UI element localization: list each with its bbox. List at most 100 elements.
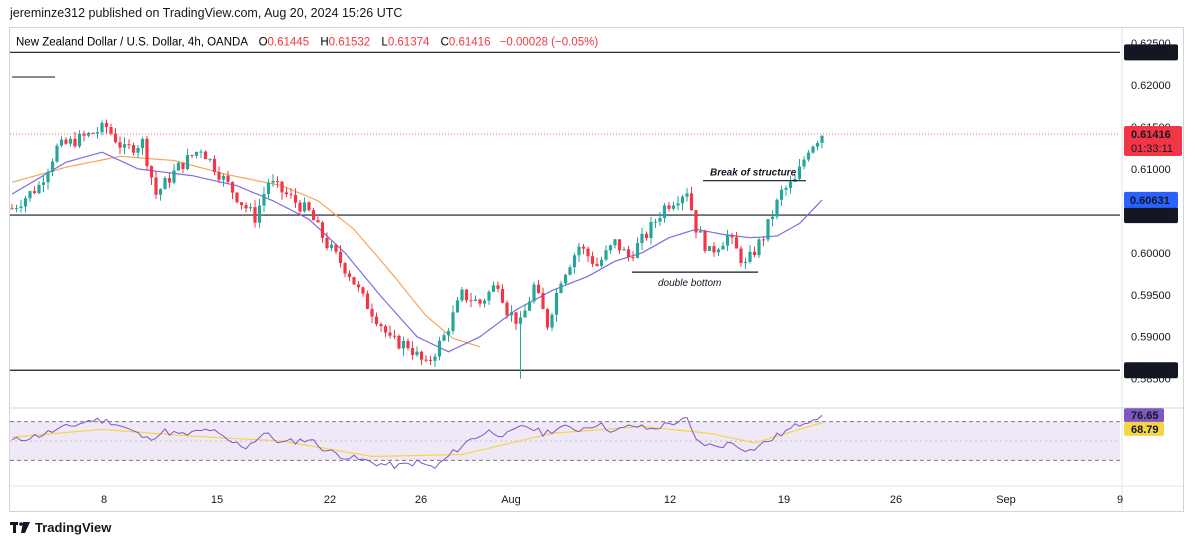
candle-body[interactable] xyxy=(748,251,752,262)
candle-body[interactable] xyxy=(640,233,644,243)
candle-body[interactable] xyxy=(541,292,545,310)
candle-body[interactable] xyxy=(406,341,410,349)
candle-body[interactable] xyxy=(631,257,635,259)
candle-body[interactable] xyxy=(212,158,217,173)
candle-body[interactable] xyxy=(779,189,784,200)
candle-body[interactable] xyxy=(554,292,559,315)
candle-body[interactable] xyxy=(95,132,100,134)
candle-body[interactable] xyxy=(410,348,415,355)
candle-body[interactable] xyxy=(244,205,248,209)
candle-body[interactable] xyxy=(77,133,82,147)
candle-body[interactable] xyxy=(320,222,325,238)
candle-body[interactable] xyxy=(397,335,401,349)
candle-body[interactable] xyxy=(577,246,581,256)
candle-body[interactable] xyxy=(118,142,122,148)
candle-body[interactable] xyxy=(658,218,662,222)
candle-body[interactable] xyxy=(271,181,275,183)
candle-body[interactable] xyxy=(113,133,118,143)
candle-body[interactable] xyxy=(131,145,136,153)
candle-body[interactable] xyxy=(797,166,802,180)
candle-body[interactable] xyxy=(23,198,28,207)
candle-body[interactable] xyxy=(442,335,446,341)
candle-body[interactable] xyxy=(374,316,379,325)
candle-body[interactable] xyxy=(752,251,757,256)
candle-body[interactable] xyxy=(208,158,212,160)
candle-body[interactable] xyxy=(550,314,554,328)
candle-body[interactable] xyxy=(572,255,577,268)
candle-body[interactable] xyxy=(356,284,361,288)
candle-body[interactable] xyxy=(347,273,352,278)
candle-body[interactable] xyxy=(352,277,356,285)
candle-body[interactable] xyxy=(73,138,77,147)
candle-body[interactable] xyxy=(464,289,469,301)
candle-body[interactable] xyxy=(401,341,406,349)
candle-body[interactable] xyxy=(703,231,707,251)
candle-body[interactable] xyxy=(685,193,689,197)
candle-body[interactable] xyxy=(563,274,568,284)
candle-body[interactable] xyxy=(730,235,734,238)
candle-body[interactable] xyxy=(284,192,289,195)
candle-body[interactable] xyxy=(635,242,640,258)
candle-body[interactable] xyxy=(446,331,451,336)
candle-body[interactable] xyxy=(775,199,779,217)
candle-body[interactable] xyxy=(122,144,127,148)
candle-body[interactable] xyxy=(419,351,424,360)
candle-body[interactable] xyxy=(109,127,113,134)
candle-body[interactable] xyxy=(248,207,253,209)
candle-body[interactable] xyxy=(127,144,131,146)
candle-body[interactable] xyxy=(613,239,617,246)
candle-body[interactable] xyxy=(478,299,482,304)
candle-body[interactable] xyxy=(154,177,158,195)
candle-body[interactable] xyxy=(739,248,743,264)
candle-body[interactable] xyxy=(604,250,608,260)
candle-body[interactable] xyxy=(361,287,365,294)
candle-body[interactable] xyxy=(50,161,55,172)
candle-body[interactable] xyxy=(343,263,347,274)
candle-body[interactable] xyxy=(163,178,167,190)
candle-body[interactable] xyxy=(599,259,604,266)
candle-body[interactable] xyxy=(662,205,667,219)
candle-body[interactable] xyxy=(100,122,104,133)
candle-body[interactable] xyxy=(181,162,185,170)
candle-body[interactable] xyxy=(28,191,32,199)
candle-body[interactable] xyxy=(482,300,487,304)
candle-body[interactable] xyxy=(82,133,86,136)
candle-body[interactable] xyxy=(734,237,739,249)
candle-body[interactable] xyxy=(307,202,311,211)
candle-body[interactable] xyxy=(185,155,190,170)
candle-body[interactable] xyxy=(68,138,73,144)
candle-body[interactable] xyxy=(820,135,824,143)
candle-body[interactable] xyxy=(590,256,595,264)
candle-body[interactable] xyxy=(644,233,649,238)
candle-body[interactable] xyxy=(266,182,271,195)
candle-body[interactable] xyxy=(428,359,433,361)
candle-body[interactable] xyxy=(293,194,298,203)
candle-body[interactable] xyxy=(505,302,509,316)
candle-body[interactable] xyxy=(226,175,230,182)
candle-body[interactable] xyxy=(766,219,770,240)
candle-body[interactable] xyxy=(523,310,527,318)
candle-body[interactable] xyxy=(694,210,698,233)
candle-body[interactable] xyxy=(55,145,59,162)
candle-body[interactable] xyxy=(424,359,428,361)
candle-body[interactable] xyxy=(383,326,388,333)
candle-body[interactable] xyxy=(19,206,23,209)
candle-body[interactable] xyxy=(667,205,671,209)
candle-body[interactable] xyxy=(365,293,370,309)
candle-body[interactable] xyxy=(334,244,338,252)
candle-body[interactable] xyxy=(437,340,442,357)
candle-body[interactable] xyxy=(568,267,572,275)
candle-body[interactable] xyxy=(433,356,437,361)
candle-body[interactable] xyxy=(811,146,815,153)
candle-body[interactable] xyxy=(586,248,590,257)
candle-body[interactable] xyxy=(473,299,478,302)
candle-body[interactable] xyxy=(46,171,50,183)
candle-body[interactable] xyxy=(676,203,680,206)
candle-body[interactable] xyxy=(41,182,46,185)
candle-body[interactable] xyxy=(10,208,14,210)
candle-body[interactable] xyxy=(698,231,703,233)
candle-body[interactable] xyxy=(725,235,730,246)
candle-body[interactable] xyxy=(199,151,203,153)
candle-body[interactable] xyxy=(527,301,532,311)
candle-body[interactable] xyxy=(104,122,109,128)
